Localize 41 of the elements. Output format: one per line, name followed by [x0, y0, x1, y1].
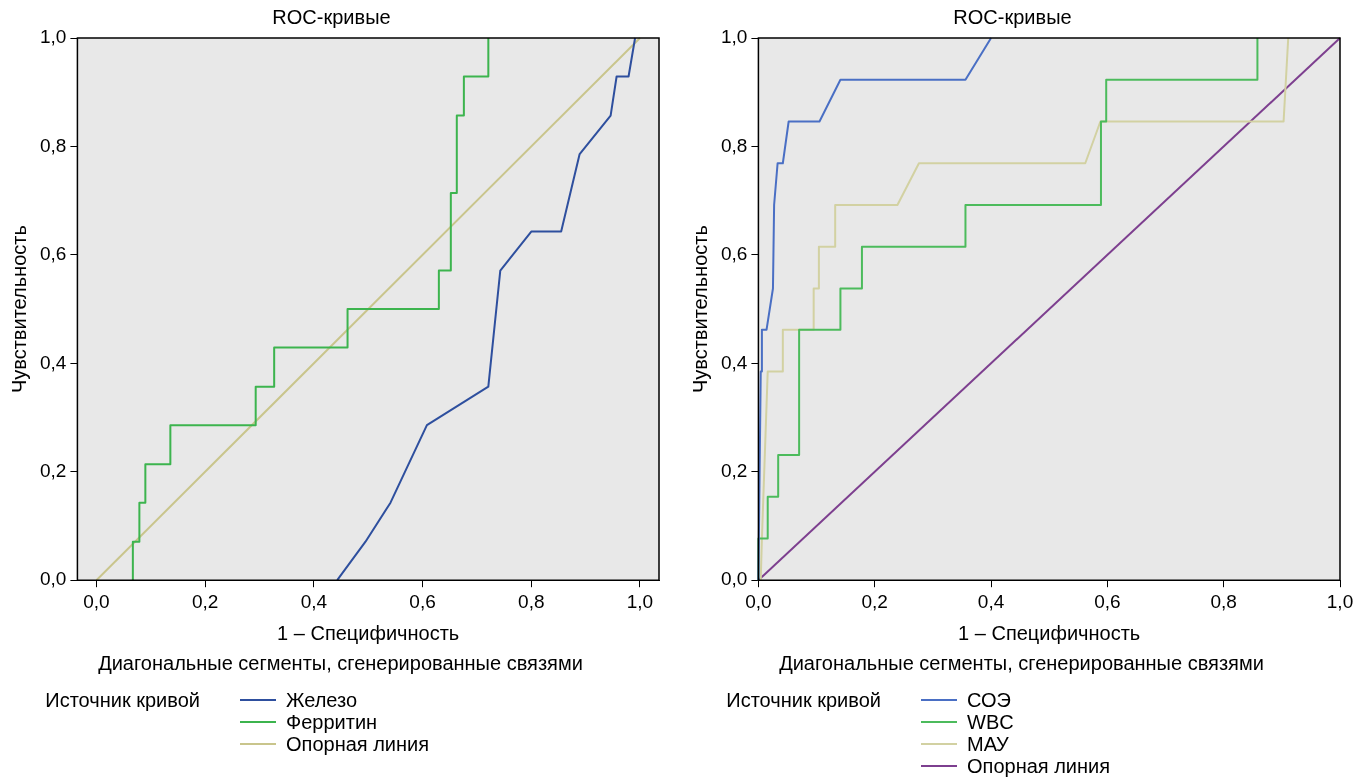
x-tick-label: 0,6 [1094, 590, 1121, 612]
x-tick-label: 1,0 [1326, 590, 1354, 612]
x-tick-label: 0,2 [191, 590, 219, 612]
y-tick-label: 0,8 [720, 134, 748, 156]
legend-label: Ферритин [286, 711, 378, 733]
x-tick-label: 0,2 [861, 590, 888, 612]
x-tick-label: 0,4 [977, 590, 1005, 612]
chart-title: ROC-кривые [953, 5, 1072, 28]
y-axis-title: Чувствительность [688, 225, 711, 394]
x-tick-label: 0,8 [1210, 590, 1237, 612]
y-tick-label: 0,2 [720, 459, 748, 481]
x-tick-label: 0,8 [518, 590, 545, 612]
y-tick-label: 1,0 [39, 26, 67, 48]
legend-label: Опорная линия [286, 733, 430, 755]
y-tick-label: 0,0 [720, 568, 748, 590]
y-tick-label: 0,2 [39, 459, 67, 481]
text: Диагональные сегменты, сгенерированные связями [97, 652, 584, 675]
legend-label: Железо [286, 689, 358, 711]
y-axis-title: Чувствительность [7, 225, 30, 394]
legend-label: WBC [967, 711, 1014, 733]
y-tick-label: 0,8 [39, 134, 67, 156]
legend-label: Опорная линия [967, 755, 1111, 777]
y-tick-label: 0,0 [39, 568, 67, 590]
x-tick-label: 0,6 [409, 590, 436, 612]
legend-title: Источник кривой [725, 689, 882, 713]
legend-label: МАУ [967, 733, 1009, 755]
x-axis-title: 1 – Специфичность [958, 621, 1141, 644]
legend-title: Источник кривой [44, 689, 201, 713]
x-axis-title: 1 – Специфичность [277, 621, 460, 644]
legend-label: СОЭ [967, 689, 1011, 711]
x-tick-label: 1,0 [626, 590, 654, 612]
x-tick-label: 0,0 [745, 590, 772, 612]
y-tick-label: 0,6 [720, 243, 748, 265]
y-tick-label: 0,4 [39, 351, 67, 373]
x-tick-label: 0,4 [300, 590, 328, 612]
y-tick-label: 0,4 [720, 351, 748, 373]
y-tick-label: 0,6 [39, 243, 67, 265]
y-tick-label: 1,0 [720, 26, 748, 48]
text: Диагональные сегменты, сгенерированные связями [778, 652, 1265, 675]
x-tick-label: 0,0 [83, 590, 110, 612]
chart-title: ROC-кривые [272, 5, 391, 28]
